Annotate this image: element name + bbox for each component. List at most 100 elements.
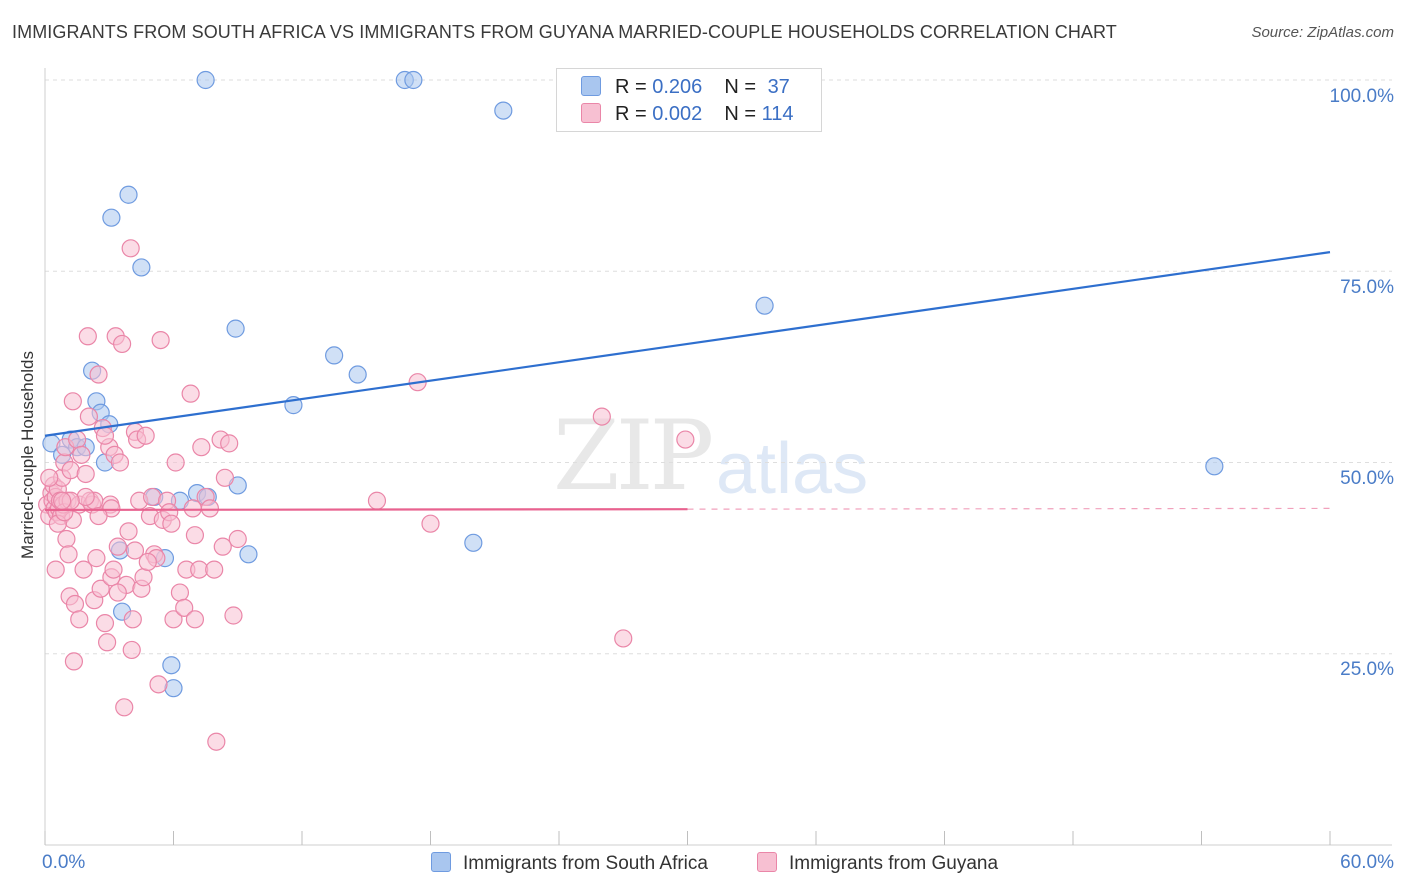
point-guyana-43 <box>104 560 123 579</box>
watermark-atlas: atlas <box>716 429 869 509</box>
point-guyana-46 <box>108 537 127 556</box>
point-guyana-86 <box>224 606 243 625</box>
bottom-legend-swatch-guyana <box>757 852 777 872</box>
point-guyana-48 <box>112 334 132 354</box>
legend-r-value: 0.206 <box>652 76 703 98</box>
source-credit: Source: ZipAtlas.com <box>1251 24 1394 41</box>
point-guyana-21 <box>63 392 82 411</box>
point-guyana-54 <box>123 610 142 629</box>
point-south-africa-34 <box>1205 457 1224 476</box>
point-south-africa-32 <box>494 101 513 120</box>
legend-n-value: 114 <box>761 103 794 125</box>
point-guyana-36 <box>91 579 110 598</box>
bottom-legend-south-africa: Immigrants from South Africa <box>431 852 708 875</box>
point-guyana-66 <box>151 331 170 350</box>
y-tick-label-50: 50.0% <box>1340 468 1394 489</box>
point-south-africa-30 <box>404 70 423 90</box>
point-south-africa-33 <box>755 296 774 315</box>
point-guyana-102 <box>46 560 65 579</box>
bottom-legend-label-guyana: Immigrants from Guyana <box>789 853 999 874</box>
point-guyana-29 <box>78 327 97 346</box>
point-guyana-53 <box>122 640 141 660</box>
point-guyana-112 <box>183 499 202 518</box>
point-south-africa-23 <box>226 319 245 338</box>
point-south-africa-25 <box>239 545 258 564</box>
point-guyana-62 <box>142 487 162 507</box>
bottom-legend-label-south-africa: Immigrants from South Africa <box>463 853 708 874</box>
point-guyana-39 <box>98 633 117 652</box>
legend-n-label: N = <box>724 76 762 98</box>
point-guyana-88 <box>367 491 387 510</box>
trend-line-south-africa <box>44 251 1331 437</box>
point-guyana-59 <box>134 568 153 587</box>
y-tick-label-75: 75.0% <box>1340 277 1394 298</box>
point-guyana-98 <box>108 583 127 602</box>
point-guyana-93 <box>676 430 695 449</box>
point-guyana-100 <box>185 610 205 629</box>
point-guyana-38 <box>95 614 115 633</box>
legend-r-value: 0.002 <box>652 103 703 125</box>
point-guyana-71 <box>166 453 185 472</box>
point-guyana-60 <box>136 426 155 445</box>
point-guyana-99 <box>138 552 157 572</box>
point-guyana-49 <box>115 698 134 717</box>
point-south-africa-28 <box>348 365 367 384</box>
legend-row-guyana: R = 0.002 N = 114 <box>581 103 793 126</box>
point-guyana-111 <box>213 537 232 556</box>
point-guyana-30 <box>79 407 99 426</box>
bottom-legend-guyana: Immigrants from Guyana <box>757 852 998 875</box>
point-guyana-24 <box>68 430 87 449</box>
bottom-legend-swatch-south-africa <box>431 852 451 872</box>
x-tick-label-max: 60.0% <box>1340 852 1394 873</box>
y-tick-label-100: 100.0% <box>1329 86 1394 107</box>
point-guyana-92 <box>614 629 633 648</box>
point-guyana-34 <box>87 549 106 568</box>
point-guyana-22 <box>64 652 84 671</box>
legend-swatch-south-africa <box>581 76 601 96</box>
legend-n-label: N = <box>724 103 762 125</box>
y-axis-label: Married-couple Households <box>18 351 37 559</box>
point-guyana-107 <box>125 541 145 560</box>
point-guyana-16 <box>57 529 76 549</box>
point-guyana-110 <box>89 506 108 526</box>
correlation-legend: R = 0.206 N = 37 R = 0.002 N = 114 <box>556 68 822 132</box>
point-guyana-103 <box>95 426 115 445</box>
point-guyana-52 <box>121 239 140 258</box>
legend-row-south-africa: R = 0.206 N = 37 <box>581 76 790 99</box>
point-guyana-101 <box>162 514 181 533</box>
point-guyana-65 <box>149 675 168 694</box>
point-guyana-97 <box>70 610 89 629</box>
point-guyana-85 <box>220 434 239 453</box>
trend-line-extension-guyana <box>687 507 1331 510</box>
point-guyana-78 <box>192 438 211 457</box>
point-guyana-76 <box>185 526 205 545</box>
point-guyana-51 <box>119 522 138 541</box>
legend-r-label: R = <box>615 76 653 98</box>
point-guyana-18 <box>59 545 78 564</box>
point-south-africa-10 <box>102 208 121 227</box>
point-guyana-91 <box>592 407 611 426</box>
point-south-africa-14 <box>132 258 151 277</box>
point-guyana-81 <box>205 560 224 579</box>
point-guyana-90 <box>421 514 440 533</box>
point-guyana-20 <box>61 461 80 480</box>
point-south-africa-13 <box>119 185 138 204</box>
point-south-africa-18 <box>164 679 183 698</box>
point-guyana-84 <box>215 468 234 487</box>
point-south-africa-17 <box>162 656 181 675</box>
chart-title: IMMIGRANTS FROM SOUTH AFRICA VS IMMIGRAN… <box>12 22 1117 42</box>
trend-line-guyana <box>44 508 688 512</box>
point-guyana-82 <box>207 732 226 751</box>
point-guyana-106 <box>40 468 59 487</box>
point-guyana-27 <box>74 560 93 579</box>
point-guyana-105 <box>76 487 95 507</box>
legend-n-value: 37 <box>767 76 790 98</box>
point-south-africa-31 <box>464 533 483 552</box>
point-guyana-75 <box>181 384 200 403</box>
legend-swatch-guyana <box>581 103 601 123</box>
point-guyana-26 <box>72 445 91 464</box>
point-guyana-70 <box>164 610 183 629</box>
point-guyana-72 <box>170 583 190 602</box>
point-guyana-28 <box>76 464 95 484</box>
